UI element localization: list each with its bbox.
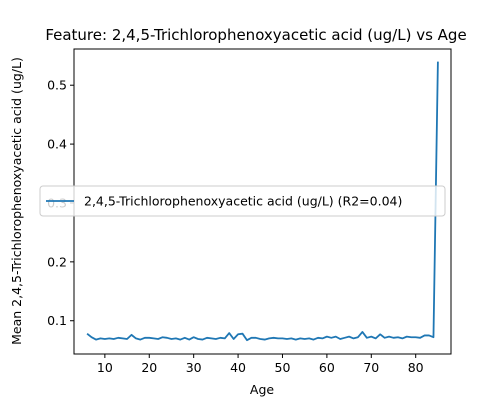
x-tick-label: 50 bbox=[275, 360, 291, 375]
x-tick-label: 40 bbox=[230, 360, 246, 375]
chart-title: Feature: 2,4,5-Trichlorophenoxyacetic ac… bbox=[45, 26, 466, 44]
plot-area bbox=[86, 61, 439, 342]
x-axis: 10 20 30 40 50 60 70 80 bbox=[97, 354, 424, 375]
y-axis-label: Mean 2,4,5-Trichlorophenoxyacetic acid (… bbox=[9, 57, 24, 345]
x-tick-label: 30 bbox=[186, 360, 202, 375]
legend: 2,4,5-Trichlorophenoxyacetic acid (ug/L)… bbox=[39, 185, 446, 217]
x-tick-label: 70 bbox=[363, 360, 379, 375]
x-axis-label: Age bbox=[250, 382, 274, 397]
series-line bbox=[86, 61, 439, 342]
y-tick-label: 0.1 bbox=[47, 313, 67, 328]
y-tick-label: 0.5 bbox=[47, 78, 67, 93]
y-tick-label: 0.4 bbox=[47, 137, 67, 152]
x-tick-label: 20 bbox=[141, 360, 157, 375]
legend-box bbox=[39, 185, 446, 217]
x-tick-label: 10 bbox=[97, 360, 113, 375]
y-tick-label: 0.2 bbox=[47, 254, 67, 269]
legend-entry: 2,4,5-Trichlorophenoxyacetic acid (ug/L)… bbox=[84, 194, 402, 209]
x-tick-label: 80 bbox=[408, 360, 424, 375]
x-tick-label: 60 bbox=[319, 360, 335, 375]
